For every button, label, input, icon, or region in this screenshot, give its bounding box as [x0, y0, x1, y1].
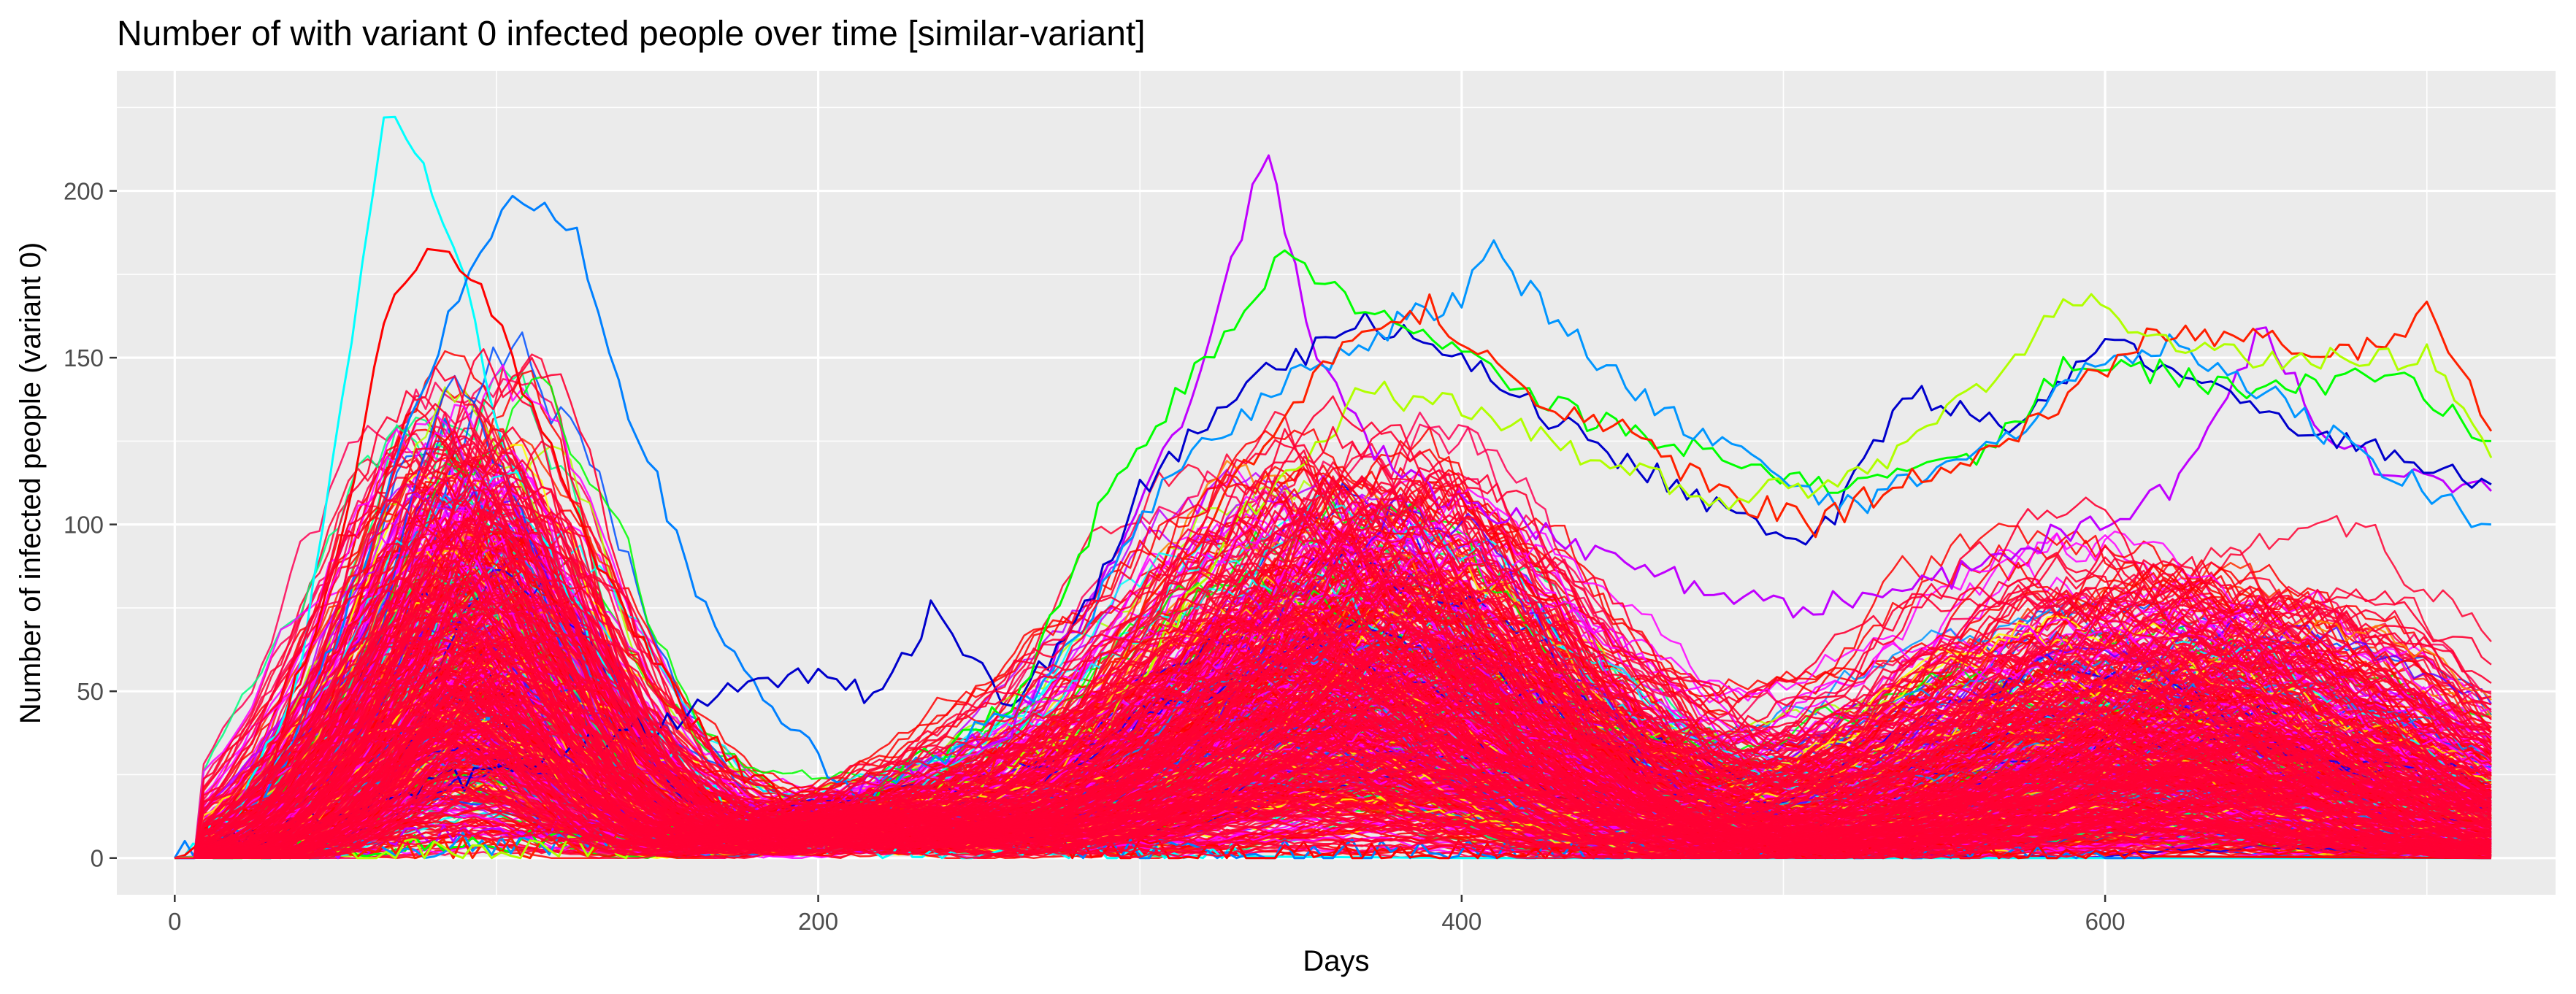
x-tick-label-3: 600	[2085, 908, 2125, 935]
y-tick-label-1: 50	[77, 678, 104, 705]
series-core-132	[175, 545, 2492, 859]
series-core-124	[175, 573, 2492, 859]
series-core-98	[175, 723, 2491, 859]
y-tick-labels: 0 50 100 150 200	[64, 178, 104, 872]
series-core-111	[175, 631, 2492, 859]
series-core-77	[175, 590, 2491, 859]
series-core-118	[175, 482, 2492, 859]
series-core-57	[175, 520, 2492, 859]
series-core-113	[175, 646, 2492, 859]
y-tick-label-4: 200	[64, 178, 104, 205]
series-core-135	[175, 646, 2492, 859]
series-core-63	[175, 668, 2491, 859]
series-highlight-7	[175, 293, 2493, 860]
series-core-123	[175, 558, 2492, 859]
series-line-591	[175, 479, 2492, 859]
series-core-89	[175, 722, 2492, 859]
y-tick-label-0: 0	[91, 845, 104, 872]
series-core-91	[175, 518, 2491, 859]
series-core-122	[175, 426, 2492, 859]
series-core-114	[175, 481, 2492, 859]
chart-title: Number of with variant 0 infected people…	[117, 15, 1146, 53]
series-core-116	[175, 494, 2492, 859]
series-highlight-2	[174, 247, 2491, 860]
series-core-131	[175, 706, 2492, 859]
series-core-139	[175, 696, 2491, 859]
series-highlight-8	[175, 293, 2493, 860]
x-tick-labels: 0 200 400 600	[168, 908, 2125, 935]
series-core-81	[175, 670, 2492, 859]
x-tick-label-0: 0	[168, 908, 181, 935]
series-core-109	[175, 551, 2491, 859]
series-core-107	[175, 438, 2491, 859]
series-core-125	[175, 637, 2492, 859]
series-core-134	[175, 633, 2492, 859]
series-highlight-1	[174, 194, 2491, 860]
series-core-137	[175, 674, 2492, 859]
series-core-130	[175, 742, 2492, 859]
series-core-110	[175, 481, 2492, 859]
series-core-127	[175, 617, 2491, 859]
series-core-84	[175, 809, 2491, 859]
x-tick-label-1: 200	[798, 908, 838, 935]
series-core-102	[175, 606, 2492, 859]
series-core-138	[175, 513, 2492, 859]
series-core-120	[175, 591, 2491, 859]
series-core-73	[175, 483, 2492, 859]
y-tick-label-3: 150	[64, 344, 104, 371]
y-tick-label-2: 100	[64, 512, 104, 539]
series-core-136	[175, 768, 2492, 859]
series-core-79	[175, 348, 2491, 859]
x-axis-title: Days	[1303, 945, 1369, 977]
axis-ticks	[110, 190, 2107, 902]
series-core-108	[175, 612, 2492, 859]
x-tick-label-2: 400	[1441, 908, 1481, 935]
y-axis-title: Number of infected people (variant 0)	[15, 242, 47, 724]
series-core-5	[175, 731, 2491, 859]
series-layer	[174, 115, 2493, 860]
series-core-121	[175, 543, 2492, 859]
series-core-126	[175, 724, 2492, 859]
series-core-97	[175, 610, 2492, 859]
